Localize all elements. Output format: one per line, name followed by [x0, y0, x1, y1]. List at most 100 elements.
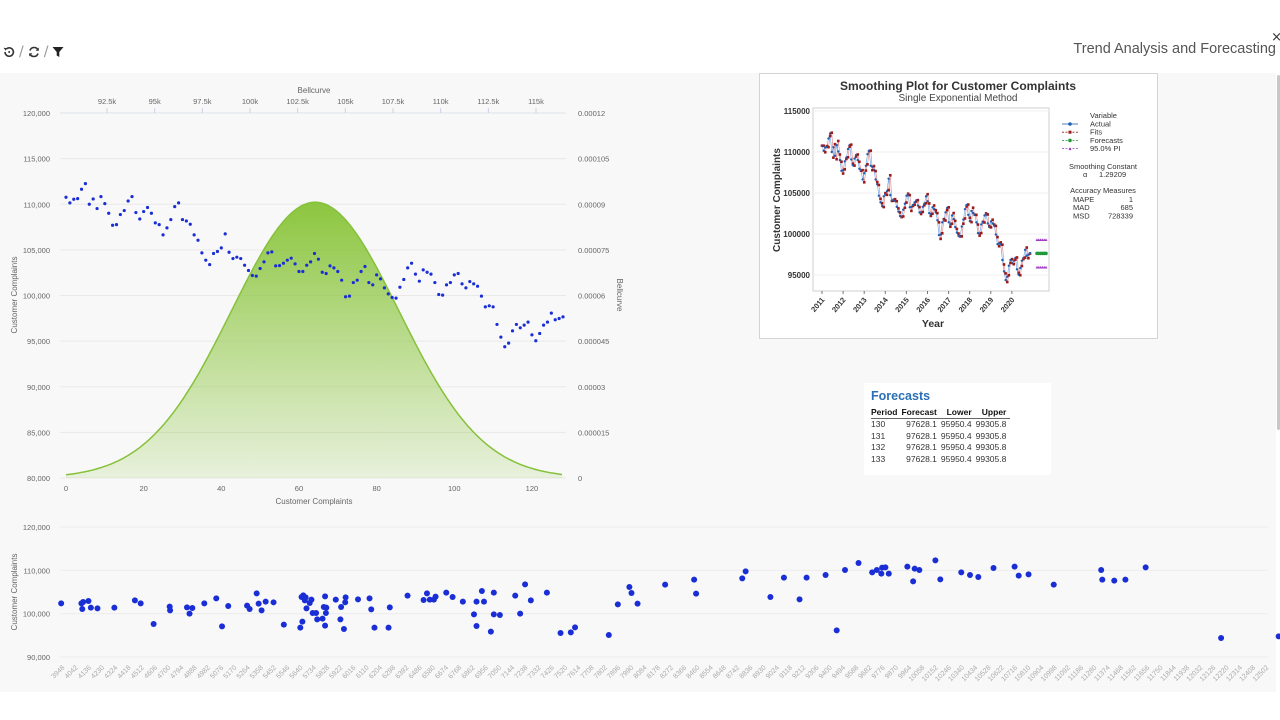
fit-point	[918, 205, 921, 209]
data-point	[58, 600, 65, 607]
data-point	[165, 226, 169, 230]
data-point	[402, 277, 406, 282]
fit-point	[875, 180, 879, 184]
table-cell: 97628.1	[906, 419, 937, 429]
actual-point	[874, 178, 877, 181]
data-point	[359, 269, 363, 274]
fit-point	[879, 197, 882, 201]
actual-point	[1002, 270, 1006, 273]
fit-point	[901, 215, 905, 218]
x-tick-label: 4606	[143, 664, 159, 680]
table-cell: 133	[871, 453, 886, 464]
data-point	[297, 624, 304, 631]
fit-point	[929, 214, 933, 218]
data-point	[355, 596, 362, 603]
fit-point	[840, 160, 843, 164]
data-point	[517, 610, 524, 617]
data-point	[386, 604, 393, 611]
filter-icon[interactable]	[51, 45, 65, 59]
fit-point	[1005, 280, 1009, 284]
y2-tick-label: 0.000105	[578, 155, 609, 164]
fit-point	[971, 206, 975, 210]
x-tick-label: 5452	[262, 664, 278, 680]
x-tick-label: 4700	[156, 664, 172, 680]
actual-point	[944, 211, 947, 214]
table-cell: 99305.8	[975, 430, 1007, 441]
fit-point	[1012, 262, 1016, 266]
data-point	[299, 618, 306, 625]
data-point	[180, 217, 185, 222]
data-point	[126, 199, 130, 203]
data-point	[72, 197, 76, 201]
x-tick-label: 2017	[936, 296, 954, 315]
data-point	[518, 326, 522, 330]
data-point	[208, 262, 212, 267]
history-icon[interactable]	[2, 45, 16, 59]
data-point	[966, 572, 973, 579]
actual-point	[866, 152, 869, 156]
data-point	[332, 266, 336, 270]
data-point	[235, 255, 239, 259]
actual-point	[1023, 248, 1027, 252]
data-point	[394, 296, 398, 300]
x-tick-label: 8084	[633, 664, 649, 680]
data-point	[309, 260, 313, 264]
data-point	[958, 569, 965, 576]
x-tick-label: 9212	[791, 664, 807, 680]
actual-point	[837, 150, 840, 153]
data-point	[137, 600, 144, 607]
actual-point	[941, 221, 944, 224]
fit-point	[846, 155, 850, 159]
data-point	[885, 570, 892, 577]
data-point	[549, 311, 553, 315]
fit-point	[919, 212, 923, 216]
fit-point	[932, 204, 936, 207]
data-point	[473, 623, 480, 630]
actual-point	[861, 178, 864, 181]
data-point	[1111, 577, 1118, 584]
data-point	[413, 272, 418, 276]
data-point	[239, 256, 243, 261]
data-point	[432, 593, 439, 600]
y-tick-label: 110000	[784, 148, 811, 157]
fit-point	[921, 210, 925, 214]
accuracy-measure-name: MAD	[1073, 203, 1090, 212]
x-tick-label: 9494	[831, 664, 847, 680]
data-point	[111, 604, 118, 611]
actual-point	[975, 221, 978, 224]
x2-tick-label: 92.5k	[98, 97, 117, 106]
fit-point	[858, 160, 861, 164]
data-point	[68, 201, 72, 205]
data-point	[319, 615, 326, 622]
fit-point	[848, 145, 851, 148]
data-point	[512, 592, 519, 599]
legend-marker	[1068, 130, 1072, 134]
refresh-icon[interactable]	[27, 45, 41, 59]
pi-lower-point	[1044, 265, 1048, 269]
x-tick-label: 8272	[659, 664, 675, 680]
data-point	[297, 269, 301, 274]
actual-point	[963, 207, 967, 211]
fit-point	[991, 218, 994, 222]
fit-point	[976, 223, 980, 226]
close-icon[interactable]: ×	[1271, 30, 1280, 45]
y2-tick-label: 0.00006	[578, 292, 605, 301]
data-point	[910, 578, 917, 585]
x-tick-label: 6862	[461, 664, 477, 680]
data-point	[328, 264, 332, 268]
fit-point	[849, 143, 853, 146]
data-point	[480, 598, 487, 605]
y-tick-label: 95,000	[27, 337, 50, 346]
scrollbar[interactable]	[1277, 75, 1280, 430]
fit-point	[908, 193, 912, 197]
fit-point	[823, 150, 827, 154]
data-point	[479, 294, 484, 298]
data-point	[338, 603, 345, 610]
table-row: 133 97628.1 95950.4 99305.8	[871, 454, 1010, 466]
y-tick-label: 95000	[788, 271, 811, 280]
legend-entry: Fits	[1090, 128, 1102, 137]
x-tick-label: 4042	[64, 664, 80, 680]
x-tick-label: 7332	[527, 664, 543, 680]
data-point	[767, 593, 774, 600]
